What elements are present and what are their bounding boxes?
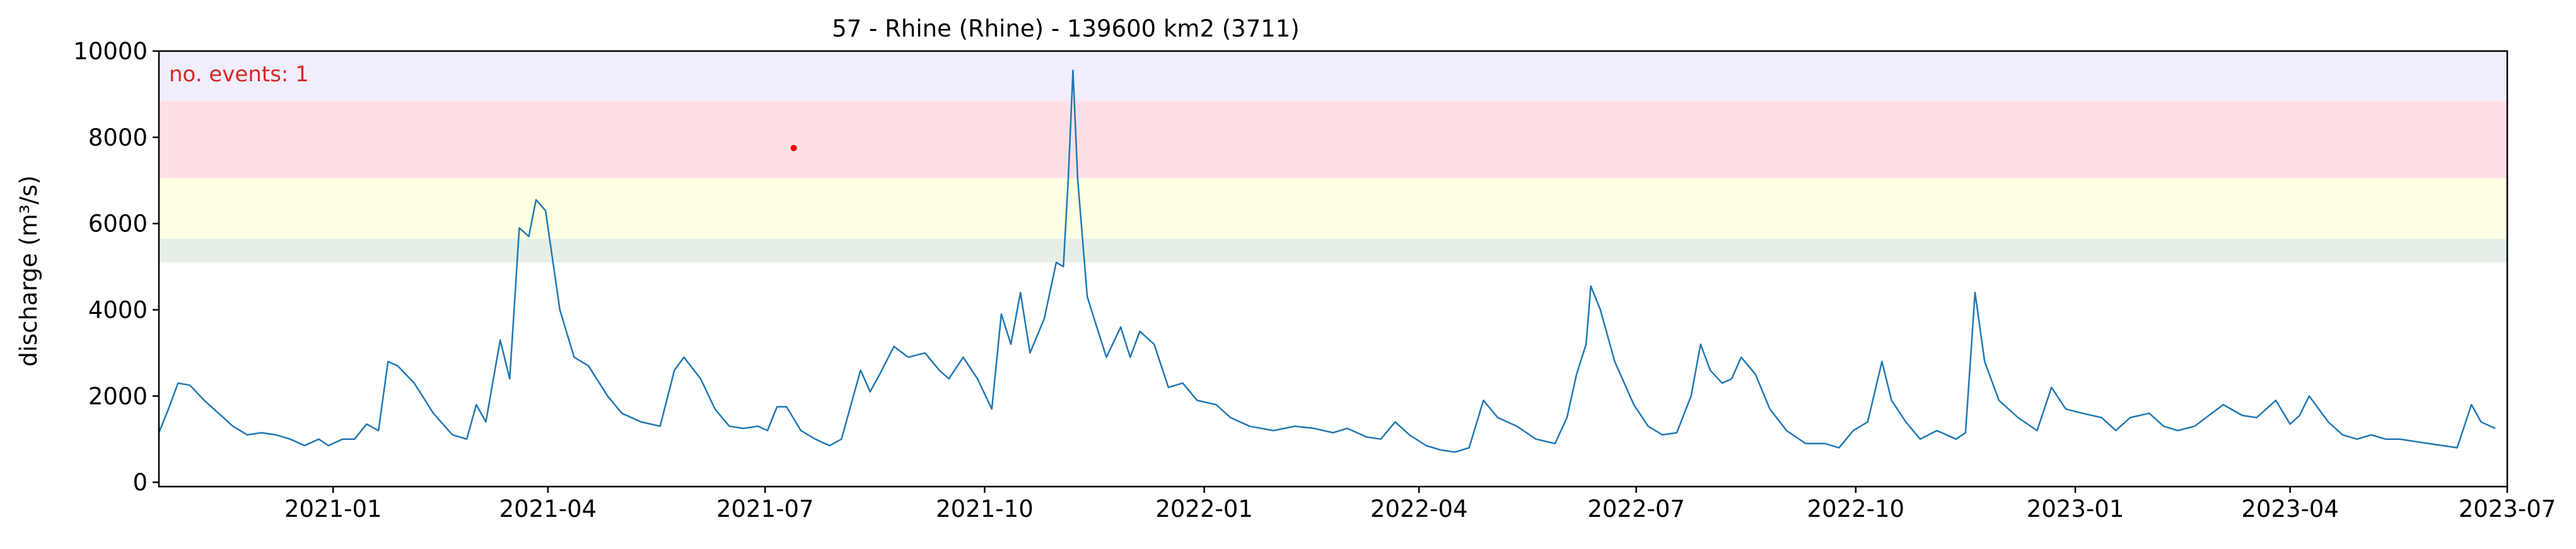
- x-tick-label: 2022-10: [1807, 495, 1905, 523]
- y-axis: 0 2000 4000 6000 8000 10000: [73, 38, 159, 496]
- event-marker: [790, 144, 797, 151]
- discharge-line: [158, 69, 2496, 453]
- y-tick-label: 6000: [88, 211, 148, 238]
- x-tick-label: 2022-01: [1155, 495, 1253, 523]
- threshold-bands: [159, 51, 2507, 263]
- x-tick-label: 2022-07: [1587, 495, 1685, 523]
- y-tick-label: 4000: [88, 296, 148, 323]
- events-layer: [790, 144, 797, 151]
- x-tick-label: 2023-07: [2459, 495, 2556, 523]
- x-tick-label: 2021-07: [716, 495, 814, 523]
- threshold-band-2: [159, 178, 2507, 239]
- event-count-annotation: no. events: 1: [169, 62, 309, 87]
- y-tick-label: 10000: [73, 38, 148, 65]
- y-tick-label: 0: [132, 469, 148, 496]
- series-layer: [158, 69, 2496, 453]
- x-tick-label: 2021-04: [499, 495, 597, 523]
- chart-title: 57 - Rhine (Rhine) - 139600 km2 (3711): [832, 15, 1300, 42]
- x-tick-label: 2022-04: [1370, 495, 1468, 523]
- y-tick-label: 2000: [88, 383, 148, 410]
- y-axis-label: discharge (m³/s): [15, 175, 42, 367]
- y-tick-label: 8000: [88, 124, 148, 151]
- threshold-band-4: [159, 51, 2507, 101]
- threshold-band-3: [159, 100, 2507, 178]
- x-axis: 2021-01 2021-04 2021-07 2021-10 2022-01 2022-…: [284, 487, 2556, 523]
- plot-frame: [158, 50, 2509, 488]
- x-tick-label: 2021-01: [284, 495, 382, 523]
- x-tick-label: 2021-10: [936, 495, 1034, 523]
- threshold-band-1: [159, 238, 2507, 263]
- x-tick-label: 2023-01: [2027, 495, 2124, 523]
- x-tick-label: 2023-04: [2241, 495, 2339, 523]
